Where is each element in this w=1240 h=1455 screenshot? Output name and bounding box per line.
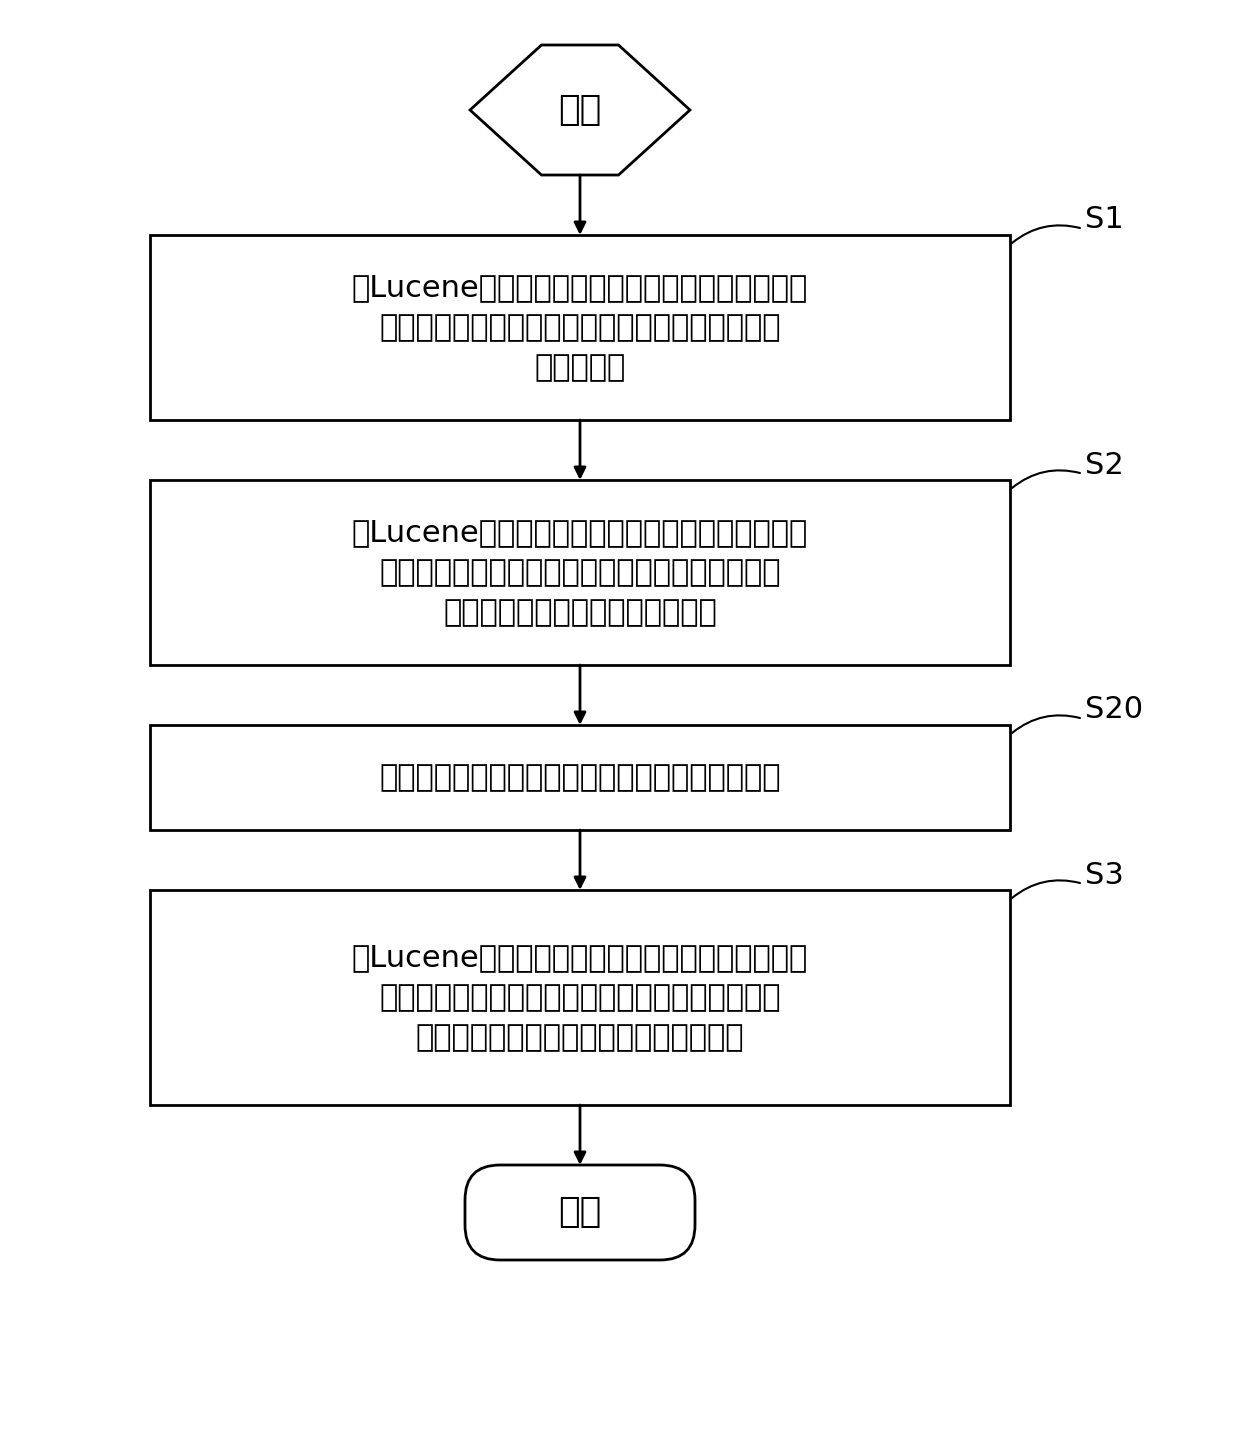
Text: 当Lucene处于启动状态时，在堆外内存中为索引数: 当Lucene处于启动状态时，在堆外内存中为索引数: [352, 274, 808, 303]
Text: 结束: 结束: [558, 1196, 601, 1229]
Text: 据分配指定大小的内存并放入内存池后，对堆外缓: 据分配指定大小的内存并放入内存池后，对堆外缓: [379, 313, 781, 342]
Text: S3: S3: [1085, 860, 1123, 889]
Text: 当Lucene处于索引状态时，判断堆外内存索引容量: 当Lucene处于索引状态时，判断堆外内存索引容量: [352, 518, 808, 547]
Text: S2: S2: [1085, 451, 1123, 480]
Text: 索引中打开输出流以写入索引数据: 索引中打开输出流以写入索引数据: [443, 598, 717, 627]
Text: 大小，若所述索引容量达到需求値，则在堆外内存: 大小，若所述索引容量达到需求値，则在堆外内存: [379, 559, 781, 586]
Bar: [150, 725, 1011, 829]
Bar: [150, 890, 1011, 1104]
Text: 外内存索引中打开输入流以读取索引数据: 外内存索引中打开输入流以读取索引数据: [415, 1023, 744, 1052]
Bar: [150, 480, 1011, 665]
Text: 存索引预热: 存索引预热: [534, 354, 626, 383]
Text: S20: S20: [1085, 695, 1143, 725]
Text: 当Lucene处于搜索状态时，判断堆外内存索引中是: 当Lucene处于搜索状态时，判断堆外内存索引中是: [352, 943, 808, 972]
Text: S1: S1: [1085, 205, 1123, 234]
Text: 在提交数据时，将索引数据同步到文件系统索引中: 在提交数据时，将索引数据同步到文件系统索引中: [379, 762, 781, 792]
Bar: [150, 236, 1011, 420]
Text: 开始: 开始: [558, 93, 601, 127]
Text: 否存在当前需要读取的索引数据，若存在，则在堆: 否存在当前需要读取的索引数据，若存在，则在堆: [379, 984, 781, 1013]
